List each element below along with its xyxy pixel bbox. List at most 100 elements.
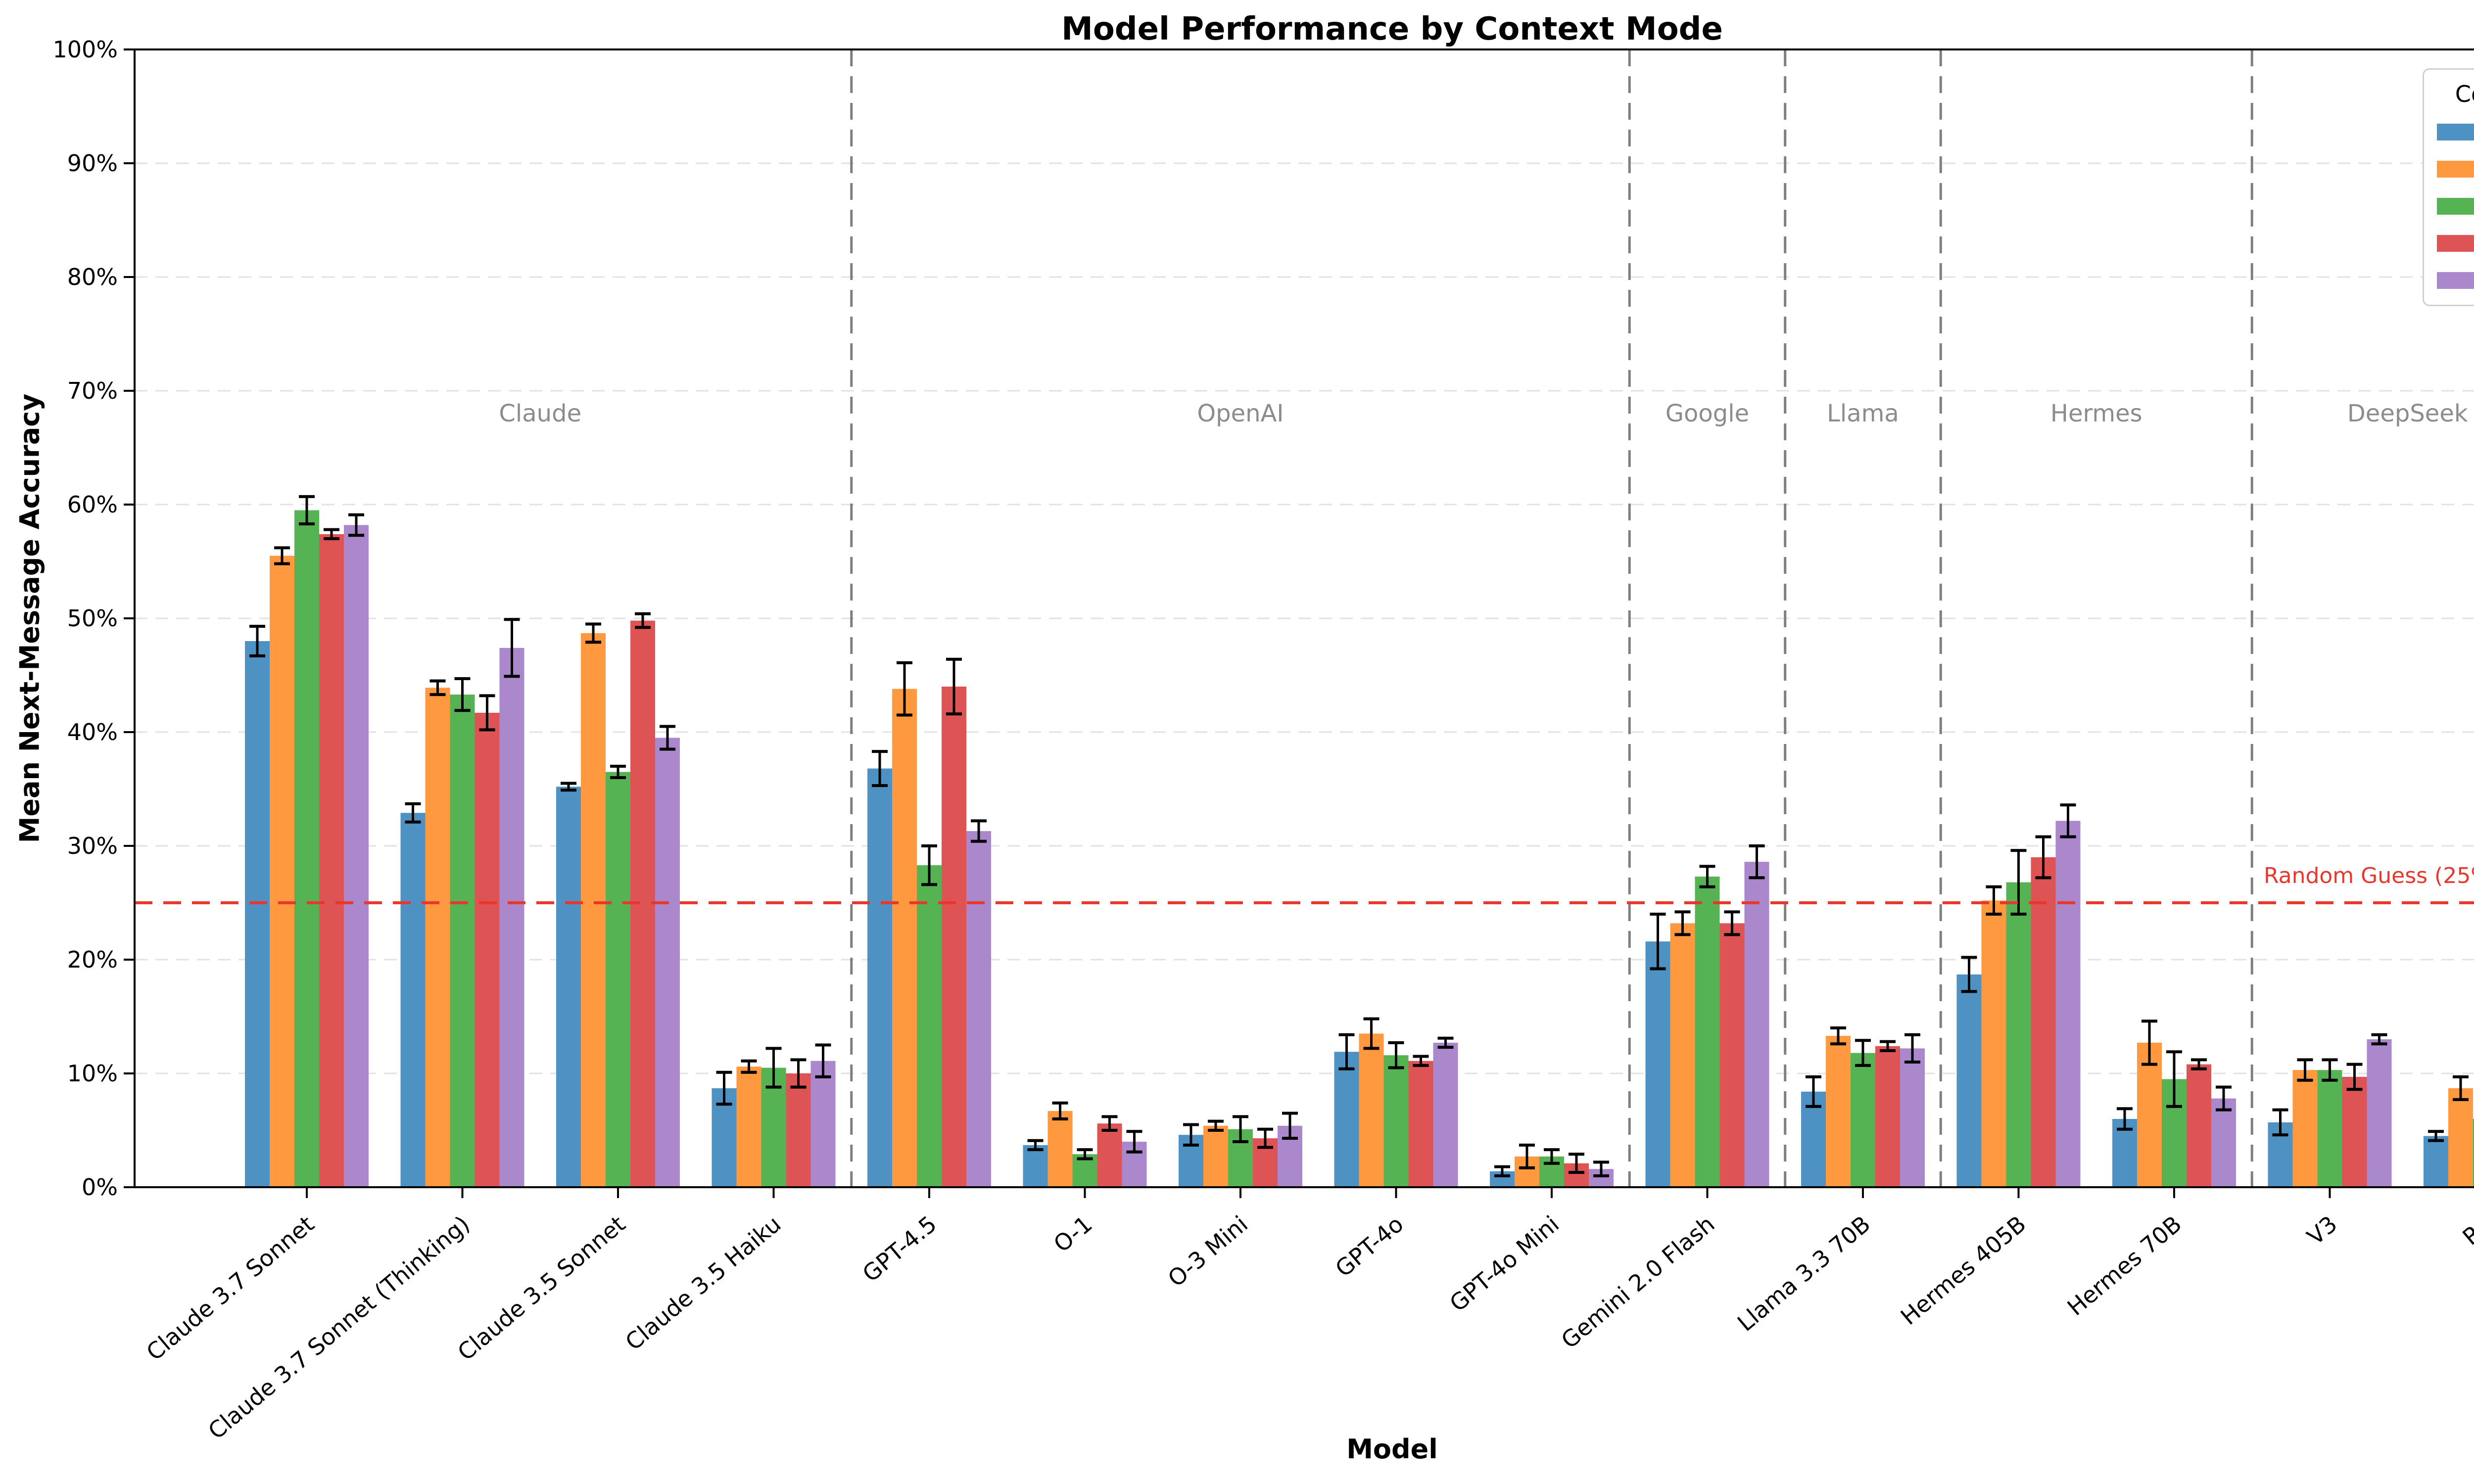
- vendor-group-label: OpenAI: [1197, 400, 1284, 427]
- bar: [1359, 1033, 1384, 1187]
- y-axis-tick-label: 90%: [67, 150, 118, 177]
- bar: [966, 831, 991, 1187]
- legend-swatch: [2437, 272, 2474, 289]
- x-axis-tick-label: Claude 3.5 Haiku: [620, 1210, 786, 1355]
- legend-item: 50 Summary: [2437, 193, 2474, 219]
- bar: [1956, 974, 1982, 1187]
- legend-item: 100 Raw: [2437, 231, 2474, 256]
- bar: [786, 1073, 811, 1187]
- x-axis-tick-label: Hermes 70B: [2062, 1210, 2187, 1321]
- bar: [2292, 1070, 2318, 1187]
- legend-swatch: [2437, 197, 2474, 215]
- bar: [1097, 1123, 1122, 1187]
- bar: [810, 1061, 836, 1187]
- x-axis-tick-label: R1: [2457, 1210, 2474, 1251]
- bar: [892, 689, 917, 1187]
- bar: [1408, 1061, 1433, 1187]
- x-axis-tick-label: Claude 3.5 Sonnet: [452, 1210, 630, 1366]
- y-axis-tick-label: 10%: [67, 1060, 118, 1087]
- x-axis-tick-label: Llama 3.3 70B: [1732, 1210, 1875, 1337]
- bar: [425, 688, 450, 1187]
- y-axis-tick-label: 70%: [67, 377, 118, 404]
- x-axis-tick-label: GPT-4o Mini: [1444, 1210, 1564, 1317]
- bar: [499, 648, 524, 1187]
- bar: [2137, 1042, 2162, 1187]
- bar: [245, 641, 270, 1187]
- legend-item: 50 Raw: [2437, 156, 2474, 182]
- y-axis-title: Mean Next-Message Accuracy: [14, 393, 46, 843]
- y-axis-tick-label: 40%: [67, 719, 118, 745]
- bar: [319, 534, 344, 1187]
- bar: [2317, 1070, 2342, 1187]
- bar: [1719, 923, 1745, 1187]
- y-axis-tick-label: 0%: [82, 1174, 118, 1201]
- y-axis-tick-label: 50%: [67, 605, 118, 632]
- y-axis-tick-label: 100%: [52, 36, 118, 63]
- y-axis-tick-label: 30%: [67, 833, 118, 859]
- bar: [1900, 1048, 1925, 1187]
- bar: [867, 768, 892, 1187]
- bar: [2473, 1119, 2474, 1187]
- x-axis-tick-label: GPT-4.5: [857, 1210, 942, 1287]
- random-guess-line-label: Random Guess (25%): [2264, 863, 2474, 888]
- bar: [942, 687, 966, 1187]
- bar: [1826, 1036, 1851, 1187]
- vendor-group-label: Google: [1665, 400, 1749, 427]
- legend-title: Context Mode: [2455, 81, 2474, 107]
- bar: [606, 772, 630, 1187]
- legend-items: No Context 50 Raw 50 Summary 100 Raw 100 Sum…: [2437, 119, 2474, 293]
- bar: [2448, 1088, 2473, 1187]
- vendor-group-label: Hermes: [2050, 400, 2142, 427]
- x-axis-tick-label: O-1: [1048, 1210, 1097, 1257]
- x-axis-tick-label: Hermes 405B: [1896, 1210, 2031, 1330]
- legend: Context Mode No Context 50 Raw 50 Summary 1…: [2423, 68, 2474, 306]
- bar: [2055, 821, 2081, 1187]
- vendor-group-label: Llama: [1827, 400, 1899, 427]
- legend-swatch: [2437, 234, 2474, 252]
- x-axis-tick-label: O-3 Mini: [1163, 1210, 1253, 1292]
- x-axis-title: Model: [1346, 1434, 1438, 1465]
- bar: [1875, 1046, 1900, 1187]
- y-axis-tick-label: 80%: [67, 264, 118, 290]
- vendor-group-label: DeepSeek: [2347, 400, 2468, 427]
- bar: [917, 865, 942, 1187]
- bar: [1670, 923, 1695, 1187]
- bar: [1047, 1111, 1073, 1187]
- bar: [655, 738, 680, 1187]
- bar: [344, 525, 369, 1187]
- bar: [1334, 1052, 1359, 1187]
- bar: [1744, 862, 1769, 1187]
- bar: [1023, 1145, 1048, 1187]
- bar: [1203, 1125, 1228, 1187]
- y-axis-tick-label: 60%: [67, 491, 118, 518]
- bar: [475, 712, 500, 1187]
- x-axis-tick-label: GPT-4o: [1330, 1210, 1408, 1282]
- bar: [450, 695, 475, 1187]
- x-axis-tick-label: Gemini 2.0 Flash: [1556, 1210, 1720, 1354]
- bar: [2187, 1064, 2211, 1187]
- bar: [294, 510, 319, 1187]
- bar: [2031, 857, 2056, 1187]
- bar: [400, 813, 426, 1187]
- bar: [1433, 1042, 1458, 1187]
- bar: [1645, 941, 1670, 1187]
- bar: [1383, 1055, 1409, 1187]
- x-axis-tick-label: Claude 3.7 Sonnet (Thinking): [203, 1210, 475, 1444]
- bar: [270, 556, 294, 1187]
- legend-item: 100 Summary: [2437, 268, 2474, 293]
- bar: [1851, 1053, 1875, 1187]
- bar: [2424, 1136, 2448, 1187]
- bar: [1695, 877, 1720, 1187]
- bar: [2367, 1039, 2392, 1187]
- y-axis-tick-label: 20%: [67, 946, 118, 973]
- x-axis-tick-label: V3: [2302, 1210, 2342, 1250]
- bar: [1981, 900, 2006, 1187]
- legend-swatch: [2437, 123, 2474, 140]
- legend-swatch: [2437, 160, 2474, 178]
- bar: [2211, 1098, 2236, 1187]
- vendor-group-label: Claude: [499, 400, 581, 427]
- bar: [2006, 882, 2031, 1187]
- bar: [736, 1067, 761, 1187]
